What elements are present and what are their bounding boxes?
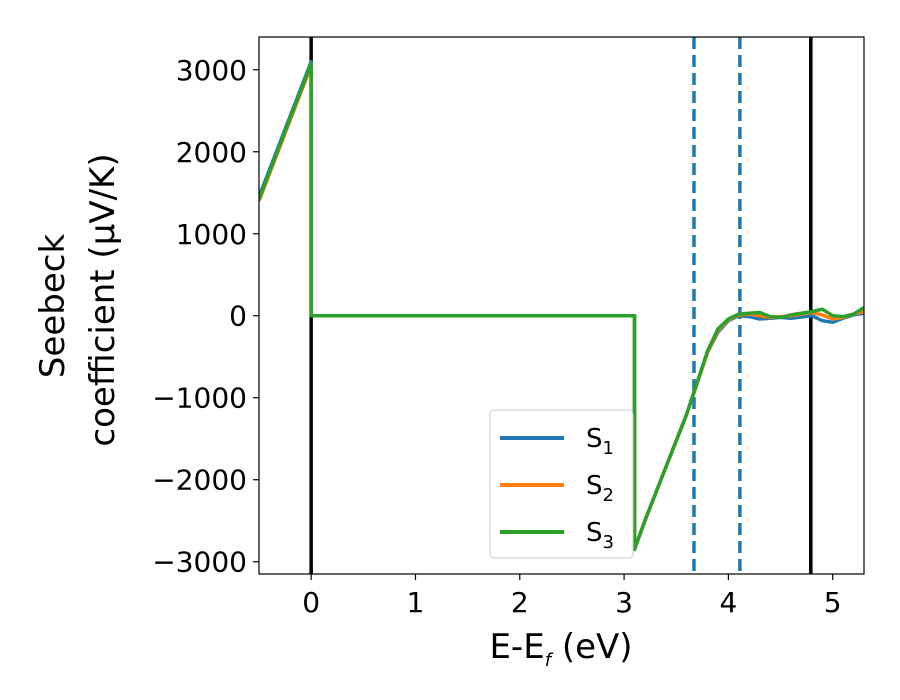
x-axis-ticks: 0 1 2 3 4 5 — [302, 574, 842, 619]
legend-label-2: S2 — [586, 471, 614, 506]
x-tick-label: 5 — [824, 586, 842, 619]
plot-frame — [258, 36, 865, 575]
y-tick-label: −3000 — [152, 546, 247, 579]
legend: S1 S2 S3 — [489, 409, 634, 559]
y-tick-label: −1000 — [152, 382, 247, 415]
y-tick-label: 0 — [229, 300, 247, 333]
legend-label-3: S3 — [586, 518, 614, 553]
x-tick-label: 0 — [302, 586, 320, 619]
y-tick-label: 3000 — [176, 54, 247, 87]
y-axis-title-line2: coefficient (μV/K) — [83, 153, 123, 446]
x-tick-label: 1 — [407, 586, 425, 619]
y-tick-label: 1000 — [176, 218, 247, 251]
x-axis-title: E-Ef (eV) — [489, 627, 632, 671]
x-tick-label: 2 — [511, 586, 529, 619]
y-axis-ticks: −3000 −2000 −1000 0 1000 2000 3000 — [152, 54, 259, 579]
y-axis-title-line1: Seebeck — [33, 234, 73, 379]
x-tick-label: 4 — [719, 586, 737, 619]
series-line-3 — [259, 61, 864, 552]
y-tick-label: −2000 — [152, 464, 247, 497]
x-tick-label: 3 — [615, 586, 633, 619]
y-tick-label: 2000 — [176, 136, 247, 169]
series-lines — [259, 59, 864, 552]
legend-label-1: S1 — [586, 424, 614, 459]
